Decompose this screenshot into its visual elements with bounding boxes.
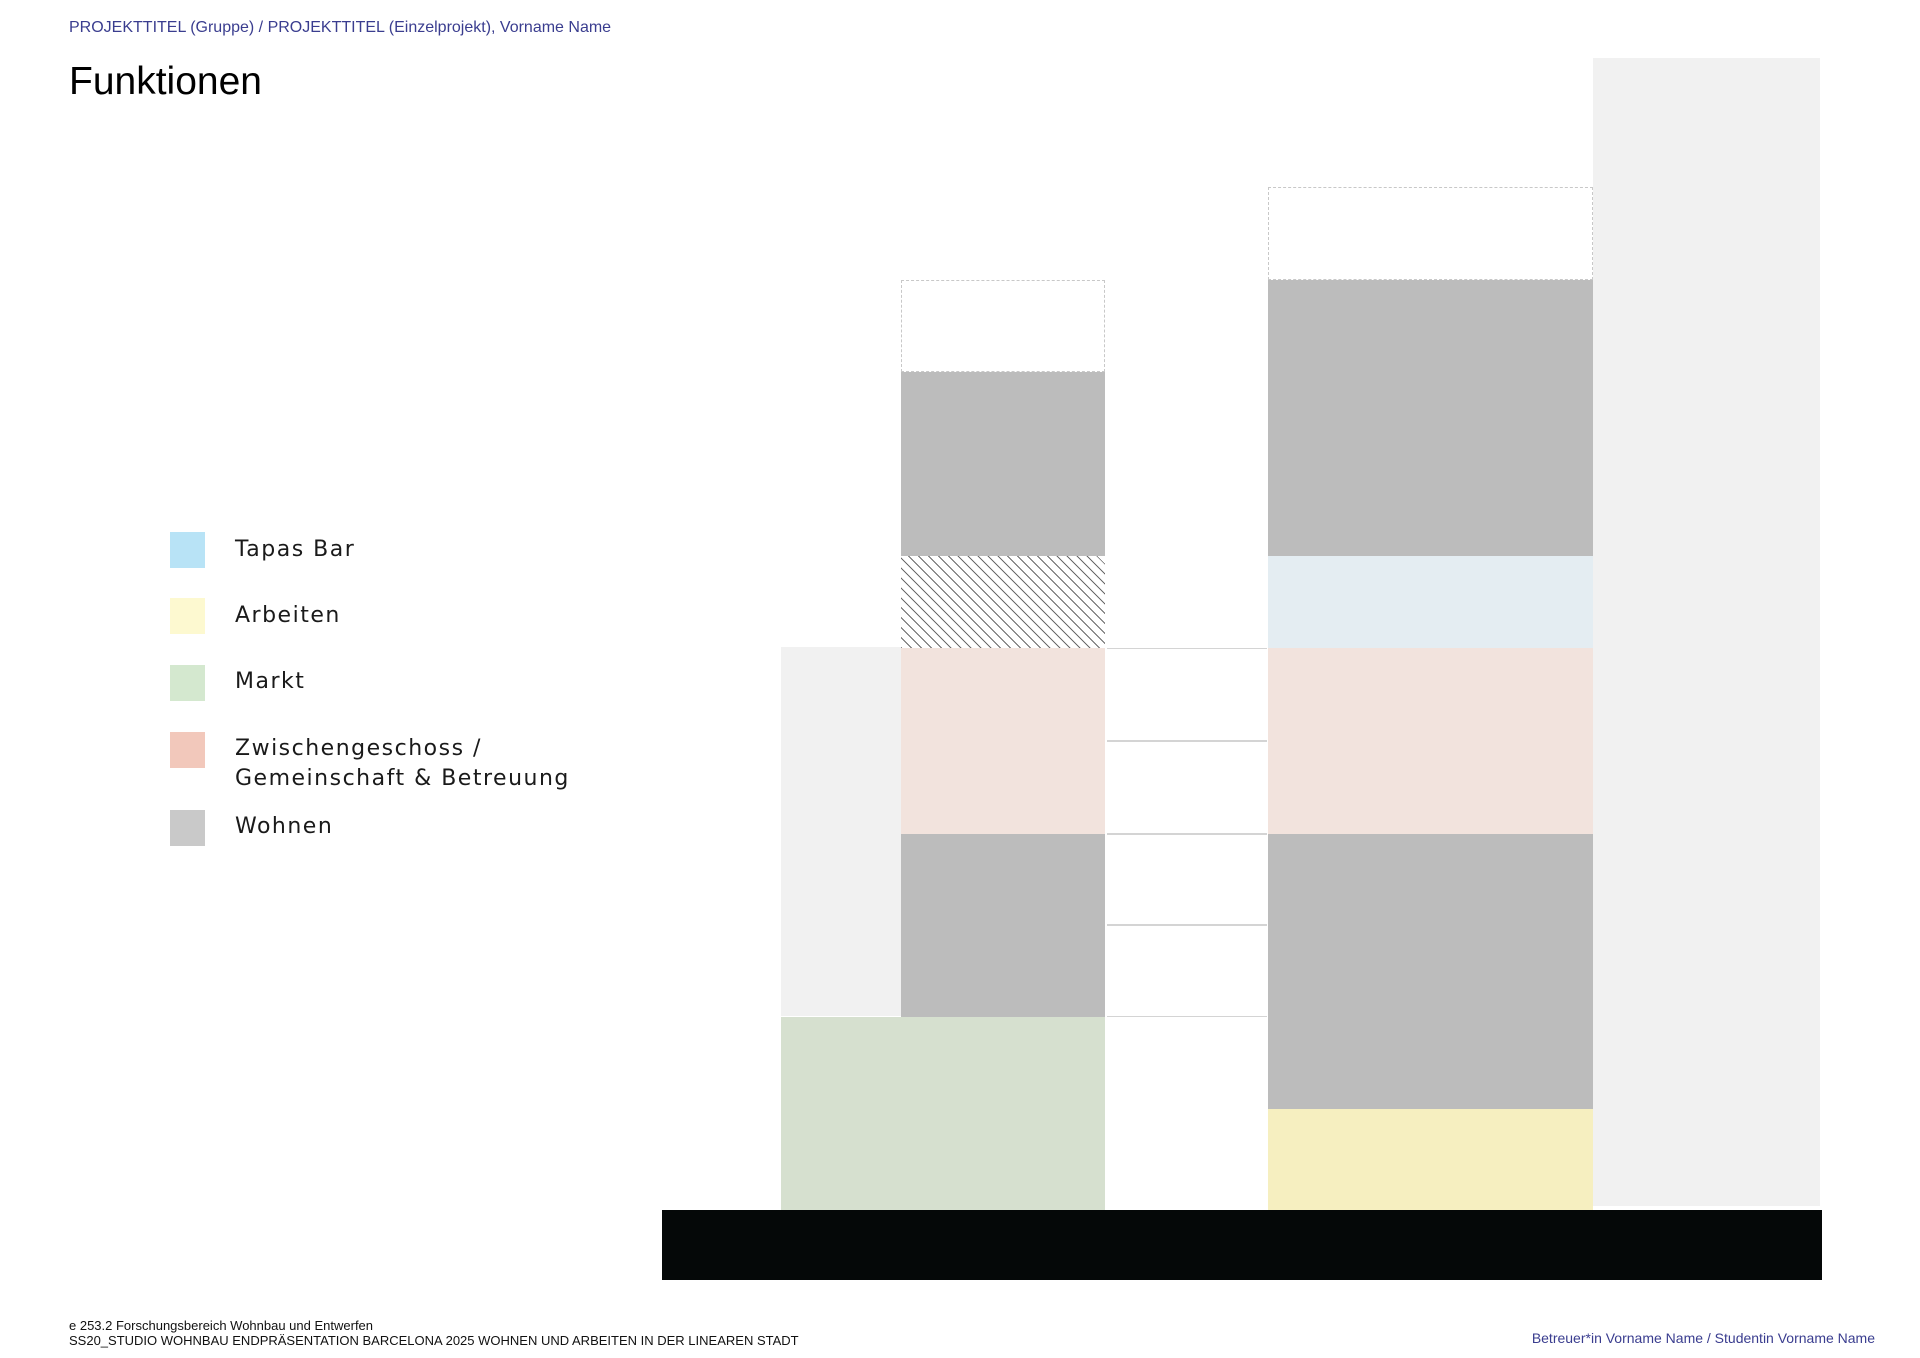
footer-course: SS20_STUDIO WOHNBAU ENDPRÄSENTATION BARC…: [69, 1333, 799, 1348]
page-title: Funktionen: [69, 60, 262, 103]
left-building-roof-outline: [901, 280, 1105, 372]
left-building-hatched-floor: [901, 556, 1105, 648]
legend-label-wohnen: Wohnen: [235, 814, 334, 839]
legend-swatch-arbeiten: [170, 598, 205, 634]
legend-label-arbeiten: Arbeiten: [235, 603, 341, 628]
connector-level-1: [1107, 648, 1267, 741]
legend-label-markt: Markt: [235, 669, 306, 694]
arbeiten-block: [1268, 1109, 1593, 1210]
footer-credits: Betreuer*in Vorname Name / Studentin Vor…: [1531, 1330, 1875, 1346]
left-building-wohnen-upper: [901, 372, 1105, 556]
left-building-wohnen-lower: [901, 834, 1105, 1017]
context-building-left: [781, 647, 902, 1016]
connector-level-2: [1107, 741, 1267, 834]
ground-line: [662, 1210, 1822, 1280]
legend-swatch-zwischengeschoss: [170, 732, 205, 768]
connector-level-4: [1107, 925, 1267, 1017]
legend-label-tapas-bar: Tapas Bar: [235, 537, 356, 562]
markt-block: [781, 1017, 1105, 1210]
tapas-bar-block: [1268, 556, 1593, 648]
context-building-right: [1593, 58, 1820, 1206]
right-building-wohnen-upper: [1268, 280, 1593, 556]
right-building-zwischengeschoss: [1268, 648, 1593, 834]
legend-label-zwischengeschoss-line2: Gemeinschaft & Betreuung: [235, 766, 570, 791]
footer-institute: e 253.2 Forschungsbereich Wohnbau und En…: [69, 1318, 374, 1333]
legend-swatch-tapas-bar: [170, 532, 205, 568]
left-building-zwischengeschoss: [901, 648, 1105, 834]
right-building-roof-outline: [1268, 187, 1593, 280]
legend: Tapas Bar Arbeiten Markt Zwischengeschos…: [170, 532, 590, 852]
section-diagram: [662, 58, 1822, 1280]
project-title-line: PROJEKTTITEL (Gruppe) / PROJEKTTITEL (Ei…: [69, 19, 612, 36]
connector-level-3: [1107, 834, 1267, 925]
legend-label-zwischengeschoss-line1: Zwischengeschoss /: [235, 736, 482, 761]
legend-swatch-markt: [170, 665, 205, 701]
legend-swatch-wohnen: [170, 810, 205, 846]
right-building-wohnen-lower: [1268, 834, 1593, 1109]
